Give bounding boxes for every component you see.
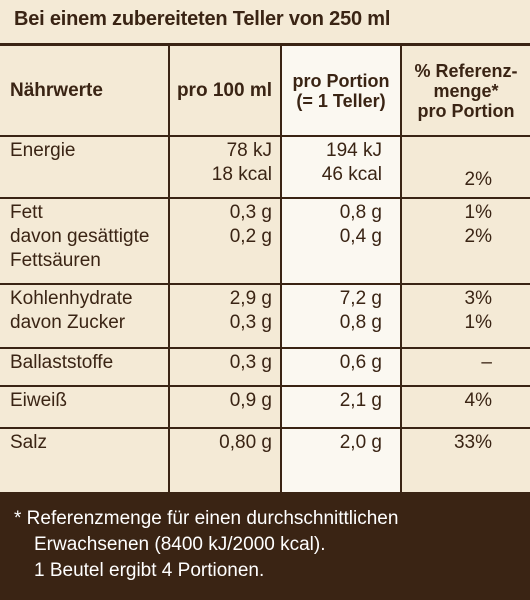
row-kohlenhydrate-ref-1: 3% — [464, 288, 492, 309]
row-salz-ref: 33% — [402, 427, 530, 467]
row-eiweiss-ref: 4% — [402, 385, 530, 427]
row-energie-portion: 194 kJ 46 kcal — [282, 135, 402, 197]
row-fett-name-line3: Fettsäuren — [10, 250, 101, 271]
row-ballaststoffe-portion: 0,6 g — [282, 347, 402, 385]
column-header-reference: % Referenz- menge* pro Portion — [402, 46, 530, 135]
row-fett-ref-1: 1% — [464, 202, 492, 223]
row-kohlenhydrate-name-line2: davon Zucker — [10, 312, 126, 333]
row-kohlenhydrate-ref-2: 1% — [464, 312, 492, 333]
row-kohlenhydrate-portion: 7,2 g 0,8 g — [282, 283, 402, 347]
spacer-col2 — [170, 467, 282, 492]
row-fett-name-line2: davon gesättigte — [10, 226, 150, 247]
column-header-reference-line1: % Referenz- — [414, 60, 518, 81]
spacer-col1 — [0, 467, 170, 492]
row-ballaststoffe-per100: 0,3 g — [170, 347, 282, 385]
spacer-col3 — [282, 467, 402, 492]
row-energie-per100-kcal: 18 kcal — [211, 164, 272, 185]
row-kohlenhydrate-per100-1: 2,9 g — [229, 288, 272, 309]
column-header-per-portion-line1: pro Portion — [292, 70, 390, 91]
row-fett-per100-2: 0,2 g — [229, 226, 272, 247]
row-fett-per100: 0,3 g 0,2 g — [170, 197, 282, 283]
footnote-line2: Erwachsenen (8400 kJ/2000 kcal). — [34, 534, 326, 555]
row-fett-portion-1: 0,8 g — [339, 202, 382, 223]
row-fett-name-line1: Fett — [10, 202, 43, 223]
row-kohlenhydrate-per100-2: 0,3 g — [229, 312, 272, 333]
row-eiweiss-portion: 2,1 g — [282, 385, 402, 427]
row-energie-portion-kcal: 46 kcal — [321, 164, 382, 185]
column-header-reference-line2: menge* — [433, 80, 499, 101]
column-header-reference-line3: pro Portion — [417, 100, 515, 121]
row-ballaststoffe-ref: – — [402, 347, 530, 385]
row-kohlenhydrate-per100: 2,9 g 0,3 g — [170, 283, 282, 347]
row-fett-portion: 0,8 g 0,4 g — [282, 197, 402, 283]
row-fett-ref: 1% 2% — [402, 197, 530, 283]
row-ballaststoffe-name: Ballaststoffe — [0, 347, 170, 385]
row-kohlenhydrate-portion-1: 7,2 g — [339, 288, 382, 309]
row-energie-per100-kj: 78 kJ — [226, 140, 272, 161]
column-header-per-portion-line2: (= 1 Teller) — [296, 90, 386, 111]
footnote-line1: * Referenzmenge für einen durchschnittli… — [14, 508, 399, 529]
row-salz-name: Salz — [0, 427, 170, 467]
row-eiweiss-name: Eiweiß — [0, 385, 170, 427]
row-eiweiss-per100: 0,9 g — [170, 385, 282, 427]
row-fett-per100-1: 0,3 g — [229, 202, 272, 223]
table-header-title: Bei einem zubereiteten Teller von 250 ml — [0, 0, 530, 46]
column-header-naehrwerte: Nährwerte — [0, 46, 170, 135]
row-kohlenhydrate-name-line1: Kohlenhydrate — [10, 288, 133, 309]
row-salz-per100: 0,80 g — [170, 427, 282, 467]
row-fett-name: Fett davon gesättigte Fettsäuren — [0, 197, 170, 283]
row-fett-portion-2: 0,4 g — [339, 226, 382, 247]
row-kohlenhydrate-portion-2: 0,8 g — [339, 312, 382, 333]
spacer-col4 — [402, 467, 530, 492]
row-energie-portion-kj: 194 kJ — [326, 140, 382, 161]
footnote-line3: 1 Beutel ergibt 4 Portionen. — [34, 560, 265, 581]
nutrition-table: Nährwerte pro 100 ml pro Portion (= 1 Te… — [0, 46, 530, 492]
column-header-per-100ml: pro 100 ml — [170, 46, 282, 135]
row-salz-portion: 2,0 g — [282, 427, 402, 467]
row-energie-ref: 2% — [402, 135, 530, 197]
row-kohlenhydrate-ref: 3% 1% — [402, 283, 530, 347]
row-energie-name: Energie — [0, 135, 170, 197]
row-fett-ref-2: 2% — [464, 226, 492, 247]
row-kohlenhydrate-name: Kohlenhydrate davon Zucker — [0, 283, 170, 347]
column-header-per-portion: pro Portion (= 1 Teller) — [282, 46, 402, 135]
footnote-box: * Referenzmenge für einen durchschnittli… — [0, 492, 530, 600]
row-energie-per100: 78 kJ 18 kcal — [170, 135, 282, 197]
